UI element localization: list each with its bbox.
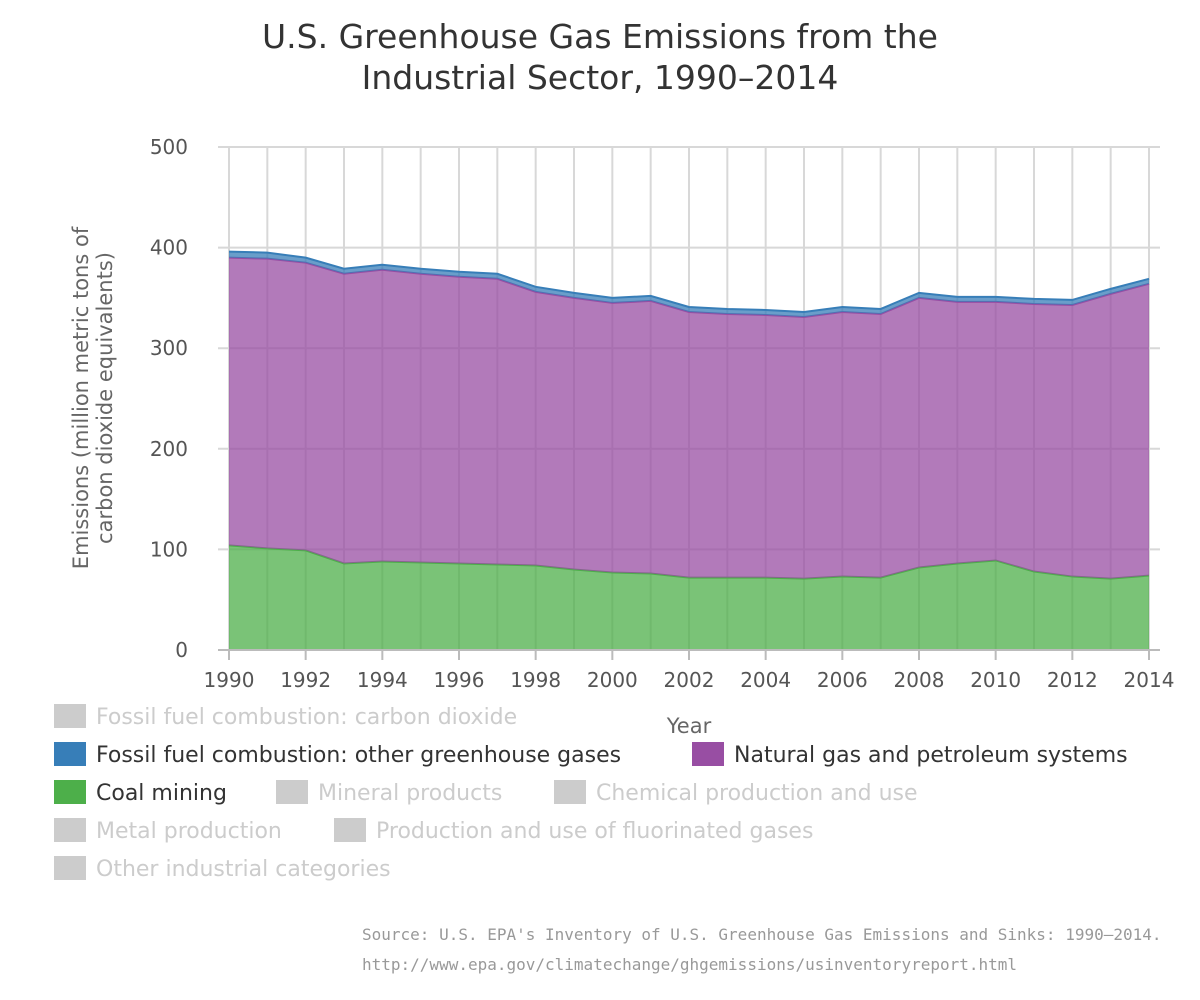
legend-swatch-production-and-use-of-fluorinated-gases [334,818,366,842]
chart-title-line-2: Industrial Sector, 1990–2014 [362,58,839,97]
legend-item-natural-gas-and-petroleum-systems: Natural gas and petroleum systems [692,742,1128,768]
legend-label-metal-production: Metal production [96,819,282,844]
legend-label-natural-gas-and-petroleum-systems: Natural gas and petroleum systems [734,743,1128,768]
source-line-2: http://www.epa.gov/climatechange/ghgemis… [362,955,1017,974]
legend-label-coal-mining: Coal mining [96,781,227,806]
x-tick-label-2008: 2008 [894,668,945,692]
legend-item-fossil-fuel-combustion-carbon-dioxide: Fossil fuel combustion: carbon dioxide [54,704,517,730]
x-tick-label-2012: 2012 [1047,668,1098,692]
plot-areas [228,250,1150,650]
legend-swatch-other-industrial-categories [54,856,86,880]
line-fossil-fuel-combustion-other-greenhouse-gases [228,250,1150,313]
y-tick-label-500: 500 [150,135,188,159]
legend-item-fossil-fuel-combustion-other-greenhouse-gases: Fossil fuel combustion: other greenhouse… [54,742,621,768]
x-tick-label-1994: 1994 [357,668,408,692]
x-tick-label-2010: 2010 [970,668,1021,692]
y-axis-title-line-1: Emissions (million metric tons of [69,226,93,569]
legend-item-coal-mining: Coal mining [54,780,227,806]
x-tick-label-1990: 1990 [204,668,255,692]
legend-swatch-fossil-fuel-combustion-carbon-dioxide [54,704,86,728]
y-axis-title-line-2: carbon dioxide equivalents) [93,252,117,544]
legend-label-chemical-production-and-use: Chemical production and use [596,781,918,806]
x-tick-label-1992: 1992 [280,668,331,692]
y-axis-title: Emissions (million metric tons of carbon… [69,226,117,569]
legend-item-other-industrial-categories: Other industrial categories [54,856,391,882]
legend-swatch-metal-production [54,818,86,842]
legend-swatch-chemical-production-and-use [554,780,586,804]
y-tick-label-100: 100 [150,537,188,561]
legend-label-production-and-use-of-fluorinated-gases: Production and use of fluorinated gases [376,819,813,844]
legend-swatch-fossil-fuel-combustion-other-greenhouse-gases [54,742,86,766]
legend-item-mineral-products: Mineral products [276,780,502,806]
x-axis-title: Year [666,714,712,738]
legend-item-metal-production: Metal production [54,818,282,844]
legend-item-production-and-use-of-fluorinated-gases: Production and use of fluorinated gases [334,818,813,844]
axes: 0 100 200 300 400 500 1990 1992 1994 1996 1998 2000… [150,135,1175,692]
x-tick-label-2004: 2004 [740,668,791,692]
legend-label-fossil-fuel-combustion-other-greenhouse-gases: Fossil fuel combustion: other greenhouse… [96,743,621,768]
y-tick-label-0: 0 [175,638,188,662]
x-tick-label-2000: 2000 [587,668,638,692]
x-tick-label-2002: 2002 [664,668,715,692]
y-tick-label-300: 300 [150,336,188,360]
y-tick-label-400: 400 [150,236,188,260]
area-coal-mining [229,545,1149,650]
area-natural-gas-and-petroleum-systems [229,257,1149,579]
chart-title-line-1: U.S. Greenhouse Gas Emissions from the [262,17,938,56]
source-line-1: Source: U.S. EPA's Inventory of U.S. Gre… [362,925,1162,944]
chart-title: U.S. Greenhouse Gas Emissions from the I… [262,17,938,97]
legend-label-mineral-products: Mineral products [318,781,502,806]
y-tick-label-200: 200 [150,437,188,461]
legend-swatch-coal-mining [54,780,86,804]
x-tick-label-1996: 1996 [434,668,485,692]
x-tick-label-2014: 2014 [1124,668,1175,692]
legend-swatch-mineral-products [276,780,308,804]
x-tick-label-2006: 2006 [817,668,868,692]
source-note: Source: U.S. EPA's Inventory of U.S. Gre… [362,925,1162,974]
x-tick-label-1998: 1998 [510,668,561,692]
legend-item-chemical-production-and-use: Chemical production and use [554,780,918,806]
legend-swatch-natural-gas-and-petroleum-systems [692,742,724,766]
legend-label-other-industrial-categories: Other industrial categories [96,857,391,882]
legend-label-fossil-fuel-combustion-carbon-dioxide: Fossil fuel combustion: carbon dioxide [96,705,517,730]
legend: Fossil fuel combustion: carbon dioxide Fo… [54,704,1128,882]
